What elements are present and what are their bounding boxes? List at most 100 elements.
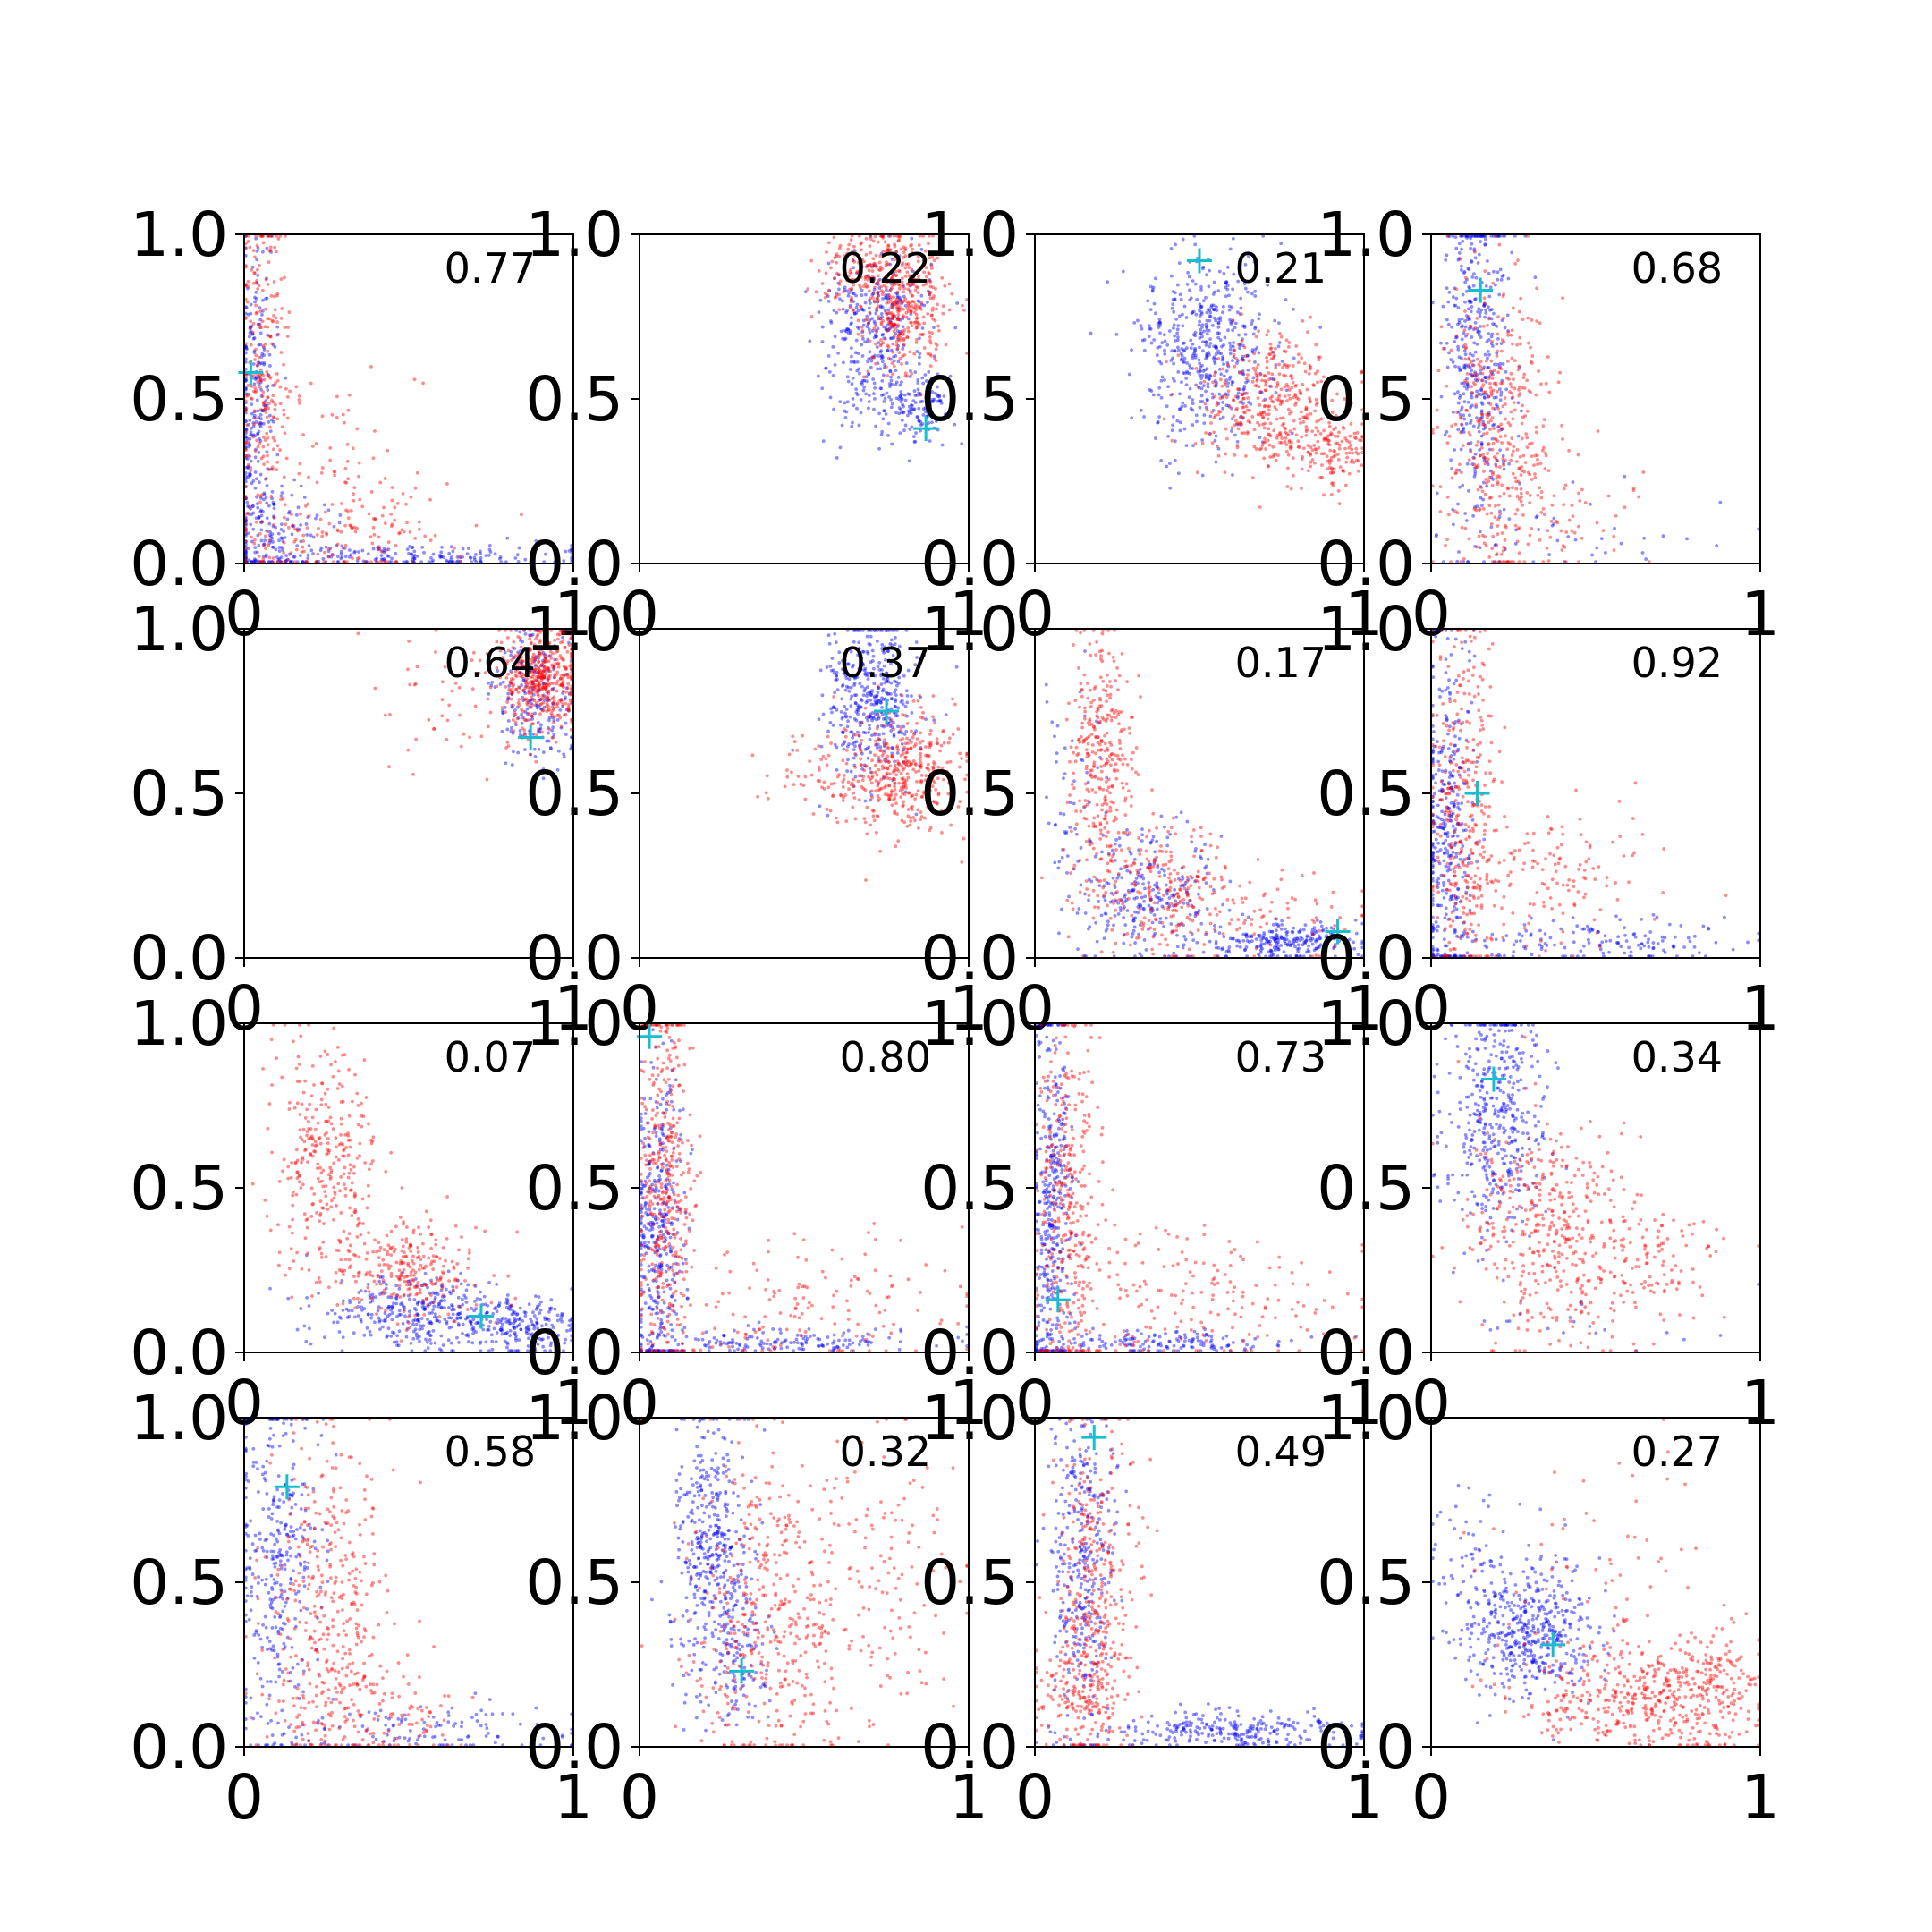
scatter-point xyxy=(1467,357,1471,361)
scatter-point xyxy=(1341,469,1345,473)
scatter-point xyxy=(398,530,402,535)
scatter-point xyxy=(1482,423,1487,427)
scatter-point xyxy=(1502,292,1506,297)
scatter-point xyxy=(285,416,290,420)
scatter-point xyxy=(1250,322,1254,326)
scatter-point xyxy=(843,285,847,290)
scatter-point xyxy=(1170,438,1174,443)
scatter-point xyxy=(1480,402,1485,407)
scatter-point xyxy=(821,712,826,716)
scatter-point xyxy=(1224,280,1229,284)
scatter-point xyxy=(1470,374,1474,378)
scatter-point xyxy=(867,327,871,332)
scatter-point xyxy=(1216,325,1221,329)
scatter-point xyxy=(1483,269,1487,274)
scatter-point xyxy=(1204,343,1208,347)
scatter-point xyxy=(557,632,562,637)
scatter-point xyxy=(1318,475,1323,479)
scatter-point xyxy=(371,456,376,461)
scatter-point xyxy=(543,659,547,664)
scatter-point xyxy=(357,550,360,554)
scatter-point xyxy=(830,259,835,264)
scatter-point xyxy=(1236,391,1241,395)
scatter-point xyxy=(1489,525,1494,530)
scatter-point xyxy=(881,297,885,301)
scatter-point xyxy=(872,381,877,386)
scatter-point xyxy=(855,406,859,411)
scatter-point xyxy=(907,409,911,413)
scatter-point xyxy=(1474,508,1479,513)
scatter-point xyxy=(1341,425,1345,429)
scatter-point xyxy=(536,632,540,637)
scatter-point xyxy=(874,282,878,286)
scatter-point xyxy=(253,538,257,542)
scatter-point xyxy=(555,702,559,707)
scatter-point xyxy=(282,408,286,412)
scatter-point xyxy=(510,725,513,730)
scatter-point xyxy=(555,648,560,653)
scatter-point xyxy=(914,640,919,644)
scatter-point xyxy=(253,416,258,420)
scatter-point xyxy=(895,292,900,296)
scatter-point xyxy=(247,464,251,469)
scatter-point xyxy=(901,402,904,407)
scatter-point xyxy=(521,663,525,667)
scatter-point xyxy=(833,295,837,300)
scatter-point xyxy=(539,669,544,674)
scatter-point xyxy=(369,364,373,369)
scatter-point xyxy=(1245,391,1249,395)
scatter-point xyxy=(269,495,274,498)
scatter-point xyxy=(536,692,540,697)
scatter-point xyxy=(1223,393,1227,397)
scatter-point xyxy=(1475,389,1479,394)
scatter-point xyxy=(1596,429,1600,433)
scatter-point xyxy=(1479,409,1484,413)
scatter-point xyxy=(552,664,556,668)
scatter-point xyxy=(1232,398,1236,402)
scatter-point xyxy=(1521,513,1525,517)
scatter-point xyxy=(852,763,857,767)
scatter-point xyxy=(885,301,889,305)
scatter-point xyxy=(561,681,565,685)
scatter-point xyxy=(1496,270,1500,275)
scatter-point xyxy=(1469,419,1473,423)
scatter-point xyxy=(1466,364,1470,369)
scatter-point xyxy=(907,411,911,415)
scatter-point xyxy=(878,305,883,309)
scatter-point xyxy=(1245,353,1250,358)
scatter-point xyxy=(550,735,555,740)
scatter-point xyxy=(1216,402,1221,406)
scatter-point xyxy=(273,345,277,349)
scatter-point xyxy=(271,556,275,560)
scatter-point xyxy=(256,459,260,463)
scatter-point xyxy=(1483,302,1487,307)
scatter-point xyxy=(527,690,531,694)
scatter-point xyxy=(547,727,552,732)
scatter-point xyxy=(886,296,891,300)
scatter-point xyxy=(1475,372,1479,377)
scatter-point xyxy=(1202,329,1206,334)
scatter-point xyxy=(534,664,538,668)
scatter-point xyxy=(1481,383,1486,387)
scatter-point xyxy=(1501,362,1505,366)
scatter-point xyxy=(262,348,267,352)
scatter-point xyxy=(1262,374,1267,378)
scatter-point xyxy=(1185,361,1190,365)
scatter-point xyxy=(940,443,945,447)
scatter-point xyxy=(1255,384,1259,387)
scatter-point xyxy=(1290,377,1294,381)
scatter-point xyxy=(930,399,935,403)
scatter-point xyxy=(1496,517,1500,521)
scatter-point xyxy=(564,667,568,672)
scatter-point xyxy=(1287,341,1292,344)
scatter-point xyxy=(915,415,919,419)
scatter-point xyxy=(1207,377,1211,381)
scatter-point xyxy=(1205,332,1209,336)
scatter-point xyxy=(887,321,892,326)
scatter-point xyxy=(1300,356,1304,360)
scatter-point xyxy=(529,752,533,757)
scatter-point xyxy=(902,353,907,357)
scatter-point xyxy=(1526,316,1530,320)
scatter-point xyxy=(246,453,250,458)
scatter-point xyxy=(269,418,274,422)
